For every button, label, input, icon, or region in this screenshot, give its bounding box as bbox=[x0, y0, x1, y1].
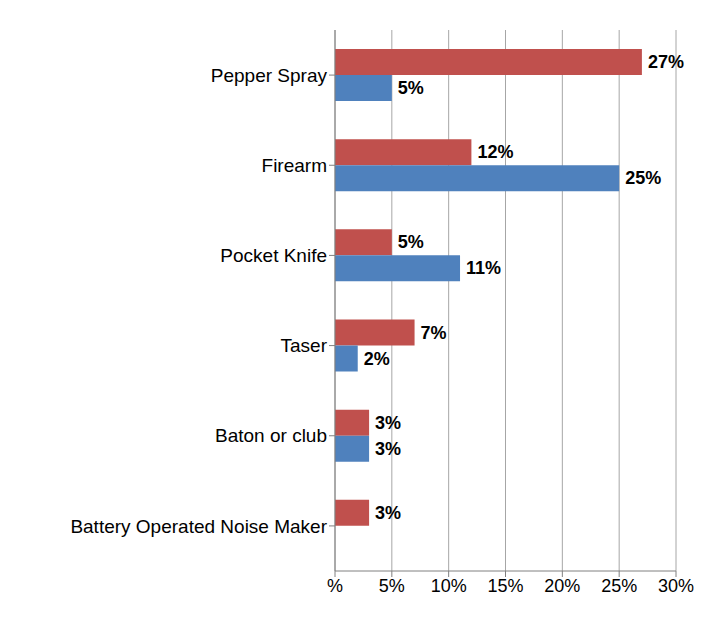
svg-text:27%: 27% bbox=[648, 52, 684, 72]
svg-text:Pepper Spray: Pepper Spray bbox=[211, 65, 328, 86]
svg-text:3%: 3% bbox=[375, 503, 401, 523]
svg-text:Pocket Knife: Pocket Knife bbox=[220, 245, 327, 266]
svg-text:2%: 2% bbox=[364, 349, 390, 369]
svg-text:15%: 15% bbox=[487, 576, 523, 596]
svg-text:10%: 10% bbox=[431, 576, 467, 596]
svg-text:25%: 25% bbox=[625, 168, 661, 188]
svg-text:3%: 3% bbox=[375, 439, 401, 459]
svg-text:5%: 5% bbox=[398, 78, 424, 98]
svg-text:7%: 7% bbox=[421, 323, 447, 343]
svg-text:Taser: Taser bbox=[281, 335, 328, 356]
svg-text:Battery Operated Noise Maker: Battery Operated Noise Maker bbox=[70, 516, 327, 537]
svg-text:11%: 11% bbox=[466, 258, 501, 278]
svg-text:25%: 25% bbox=[601, 576, 637, 596]
svg-text:20%: 20% bbox=[544, 576, 580, 596]
svg-text:12%: 12% bbox=[477, 142, 513, 162]
svg-text:Firearm: Firearm bbox=[262, 155, 327, 176]
svg-text:3%: 3% bbox=[375, 413, 401, 433]
svg-text:5%: 5% bbox=[398, 232, 424, 252]
svg-text:5%: 5% bbox=[379, 576, 405, 596]
svg-text:30%: 30% bbox=[658, 576, 694, 596]
svg-text:Baton or club: Baton or club bbox=[215, 425, 327, 446]
svg-text:%: % bbox=[327, 576, 343, 596]
